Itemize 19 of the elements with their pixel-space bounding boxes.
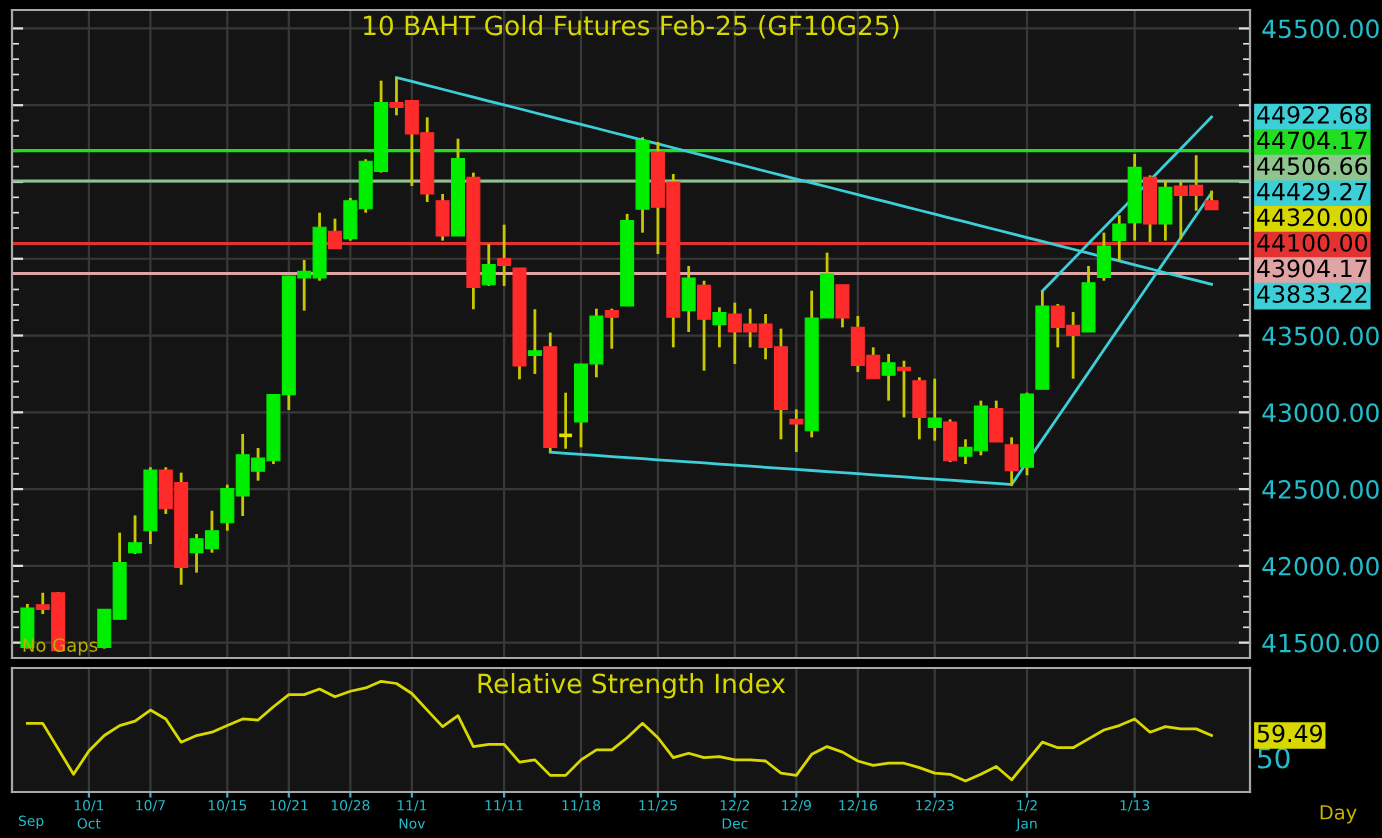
y-tick-label: 45500.00	[1262, 19, 1379, 39]
ref-line-label: 43904.17	[1257, 259, 1367, 278]
chart-title: Relative Strength Index	[478, 673, 786, 699]
y-tick-label: 43000.00	[1262, 403, 1379, 423]
y-tick-label: 42500.00	[1262, 480, 1379, 499]
text: 50	[1258, 747, 1290, 769]
y-tick-label: 42000.00	[1262, 556, 1379, 576]
ref-line-label: 44506.66	[1257, 157, 1368, 175]
ref-line-label: 44100.00	[1257, 233, 1368, 252]
y-tick-label: 41500.00	[1262, 633, 1379, 653]
text: 43833.22	[1257, 285, 1367, 303]
ref-line-label: 44704.17	[1257, 131, 1367, 150]
y-tick-label: 43500.00	[1262, 326, 1379, 346]
text: 44320.00	[1257, 208, 1368, 227]
text: Day	[1320, 805, 1357, 824]
text: 44429.27	[1257, 182, 1367, 201]
text: 59.49	[1257, 724, 1322, 743]
text: 44922.68	[1257, 105, 1368, 124]
chart-title: 10 BAHT Gold Futures Feb-25 (GF10G25)	[364, 15, 899, 39]
